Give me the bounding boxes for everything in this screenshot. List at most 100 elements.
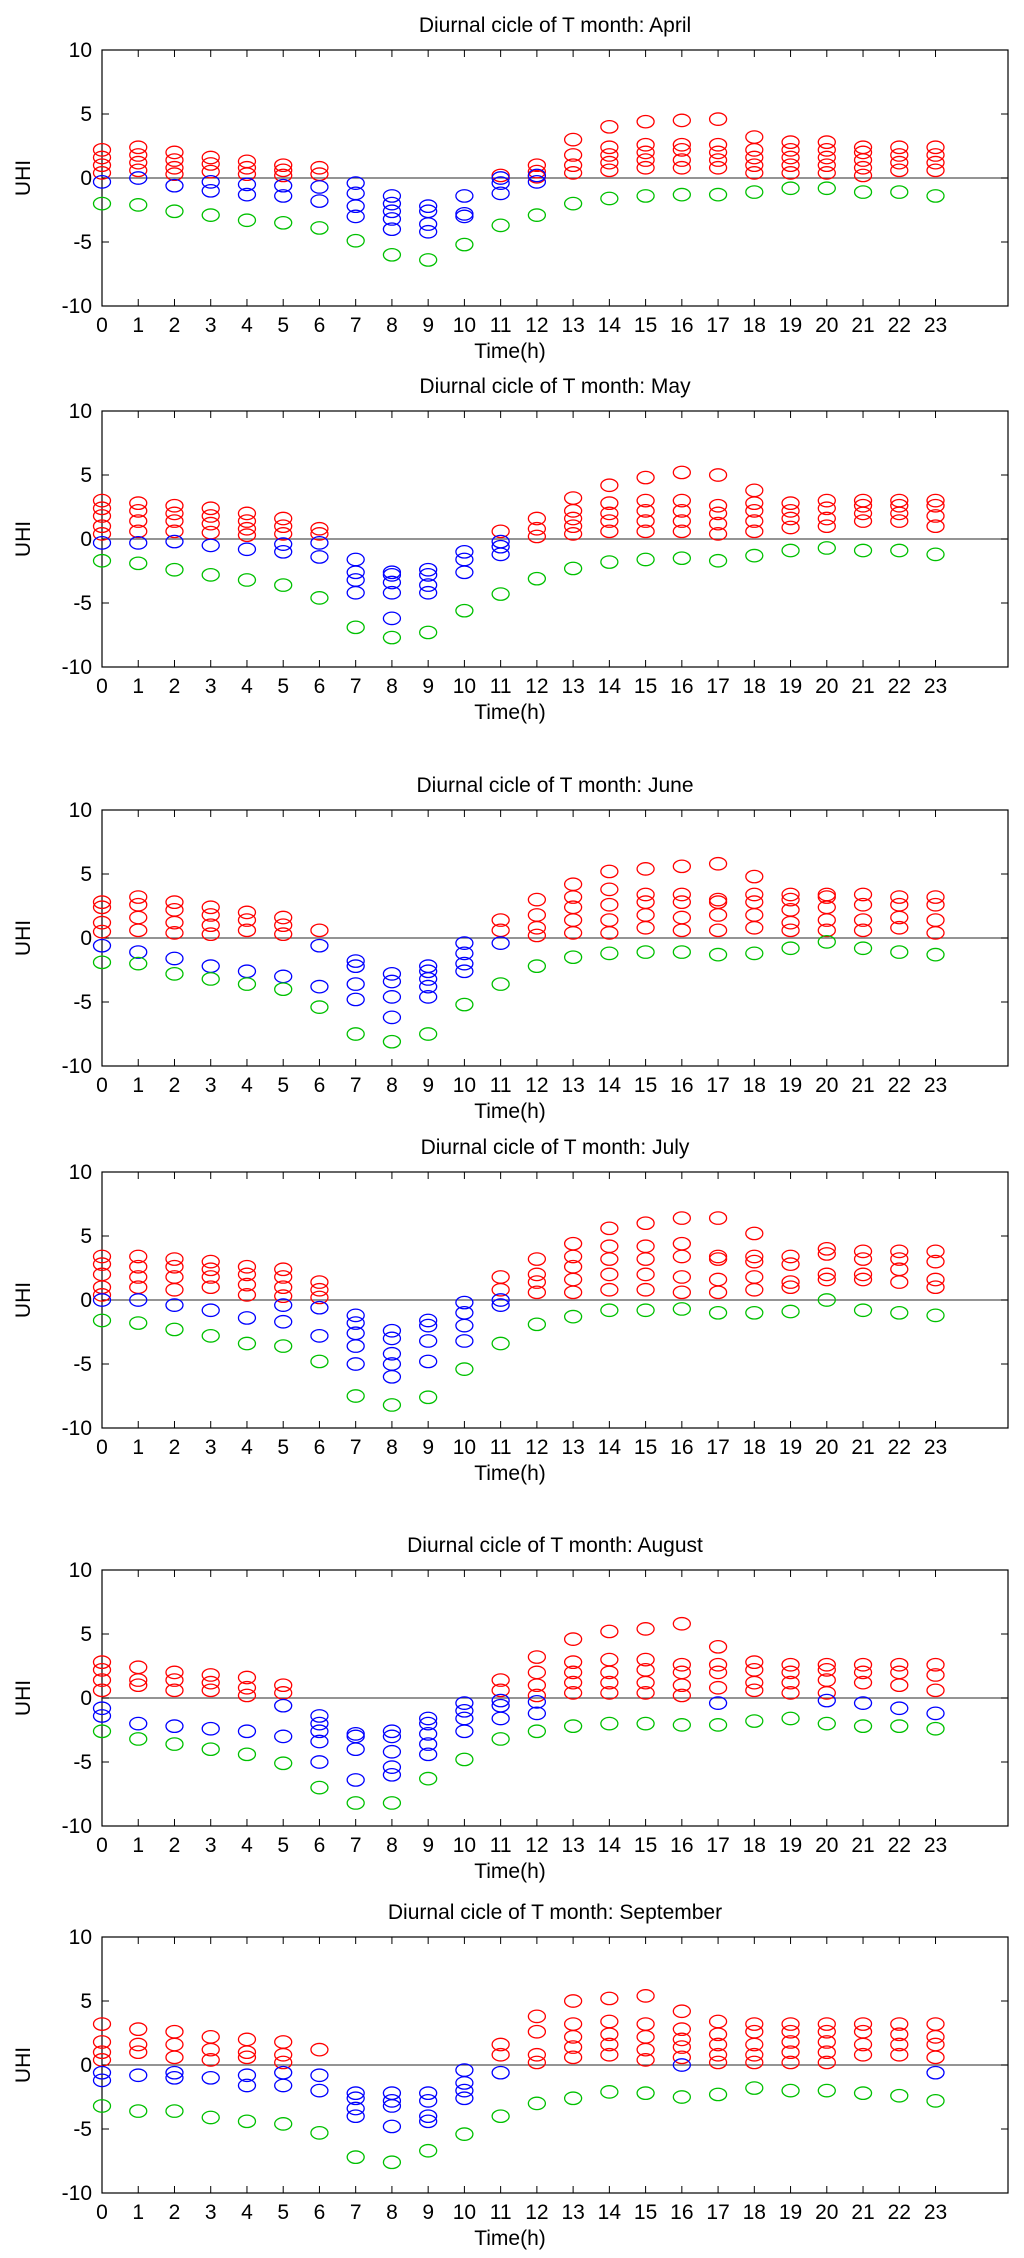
- x-tick-label: 21: [851, 675, 874, 698]
- data-point-positive: [129, 2037, 148, 2052]
- data-point-positive: [274, 2047, 293, 2062]
- x-tick-label: 20: [815, 1834, 838, 1857]
- data-point-positive: [527, 2024, 547, 2039]
- data-point-positive: [563, 158, 583, 173]
- x-tick-label: 17: [706, 314, 729, 337]
- x-tick-label: 1: [132, 1834, 144, 1857]
- x-tick-label: 0: [96, 1436, 108, 1459]
- data-point-minimum: [563, 196, 583, 211]
- data-point-minimum: [926, 547, 945, 562]
- data-point-positive: [745, 503, 764, 518]
- data-point-negative: [419, 1716, 438, 1731]
- data-point-negative: [237, 187, 257, 202]
- data-point-negative: [455, 1696, 474, 1710]
- y-axis-label: UHI: [12, 1680, 35, 1716]
- x-tick-label: 19: [779, 1834, 802, 1857]
- data-point-positive: [491, 524, 510, 539]
- x-tick-label: 13: [561, 2201, 584, 2224]
- y-tick-label: -5: [73, 1353, 92, 1376]
- data-point-positive: [926, 509, 945, 523]
- data-point-minimum: [310, 221, 329, 235]
- data-point-positive: [890, 897, 909, 912]
- data-point-negative: [310, 550, 329, 564]
- x-tick-label: 16: [670, 1074, 693, 1097]
- x-tick-label: 20: [815, 1074, 838, 1097]
- x-tick-label: 18: [743, 1436, 766, 1459]
- data-point-positive: [853, 145, 873, 160]
- data-point-positive: [491, 168, 510, 183]
- data-point-negative: [419, 979, 438, 994]
- data-point-positive: [310, 923, 329, 938]
- data-point-negative: [310, 1734, 329, 1749]
- data-point-minimum: [600, 2085, 619, 2099]
- x-tick-label: 18: [743, 314, 766, 337]
- data-point-negative: [527, 1706, 547, 1721]
- data-point-minimum: [201, 2110, 220, 2125]
- data-point-positive: [527, 2009, 547, 2024]
- data-point-positive: [926, 519, 945, 534]
- y-tick-label: 0: [80, 1289, 92, 1312]
- data-point-negative: [491, 539, 510, 554]
- data-point-minimum: [563, 2091, 583, 2106]
- data-point-positive: [310, 1275, 329, 1289]
- y-tick-label: -10: [62, 2182, 92, 2205]
- x-tick-label: 23: [924, 1436, 947, 1459]
- data-point-negative: [455, 544, 474, 559]
- data-point-positive: [600, 524, 619, 539]
- data-point-positive: [636, 145, 655, 160]
- series-minimum: [92, 181, 945, 267]
- data-point-negative: [419, 2086, 438, 2101]
- data-point-minimum: [926, 1308, 945, 1323]
- x-tick-label: 14: [598, 675, 622, 698]
- data-point-positive: [672, 895, 691, 910]
- x-tick-label: 18: [743, 1074, 766, 1097]
- data-point-positive: [781, 1657, 800, 1672]
- data-point-positive: [310, 527, 329, 541]
- data-point-positive: [672, 1616, 691, 1631]
- data-point-negative: [455, 209, 474, 224]
- data-point-negative: [455, 206, 474, 221]
- x-tick-label: 6: [314, 675, 326, 698]
- data-point-negative: [129, 1716, 148, 1731]
- data-point-positive: [527, 164, 547, 179]
- data-point-minimum: [672, 945, 691, 959]
- x-tick-label: 14: [598, 1834, 622, 1857]
- data-point-positive: [600, 1221, 619, 1236]
- data-point-positive: [745, 1270, 764, 1284]
- data-point-positive: [165, 1683, 184, 1698]
- x-tick-label: 4: [241, 1834, 253, 1857]
- data-point-positive: [237, 1680, 257, 1695]
- data-point-positive: [781, 1665, 800, 1680]
- data-point-negative: [165, 1719, 184, 1734]
- data-point-negative: [491, 936, 510, 950]
- data-point-positive: [563, 913, 583, 927]
- data-point-negative: [382, 204, 402, 219]
- data-point-positive: [92, 1257, 112, 1272]
- data-point-negative: [129, 945, 148, 959]
- data-point-minimum: [491, 1336, 510, 1351]
- y-tick-label: 5: [80, 1990, 92, 2013]
- data-point-positive: [274, 519, 293, 534]
- data-point-positive: [708, 145, 728, 160]
- data-point-positive: [672, 887, 691, 902]
- data-point-minimum: [890, 2088, 909, 2103]
- data-point-minimum: [781, 1711, 800, 1726]
- data-point-positive: [636, 1622, 655, 1636]
- data-point-positive: [274, 158, 293, 173]
- data-point-minimum: [346, 233, 365, 248]
- data-point-positive: [310, 1282, 329, 1297]
- data-point-negative: [346, 1726, 365, 1741]
- data-point-positive: [310, 2042, 329, 2057]
- data-point-negative: [165, 534, 184, 549]
- data-point-negative: [817, 1693, 836, 1708]
- data-point-positive: [853, 506, 873, 521]
- data-point-minimum: [563, 1719, 583, 1734]
- data-point-minimum: [274, 2117, 293, 2131]
- data-point-positive: [600, 478, 619, 493]
- data-point-minimum: [672, 1302, 691, 1316]
- data-point-positive: [781, 158, 800, 173]
- series-minimum: [92, 541, 945, 645]
- data-point-positive: [237, 528, 257, 543]
- data-point-positive: [92, 166, 112, 180]
- y-tick-label: 0: [80, 2054, 92, 2077]
